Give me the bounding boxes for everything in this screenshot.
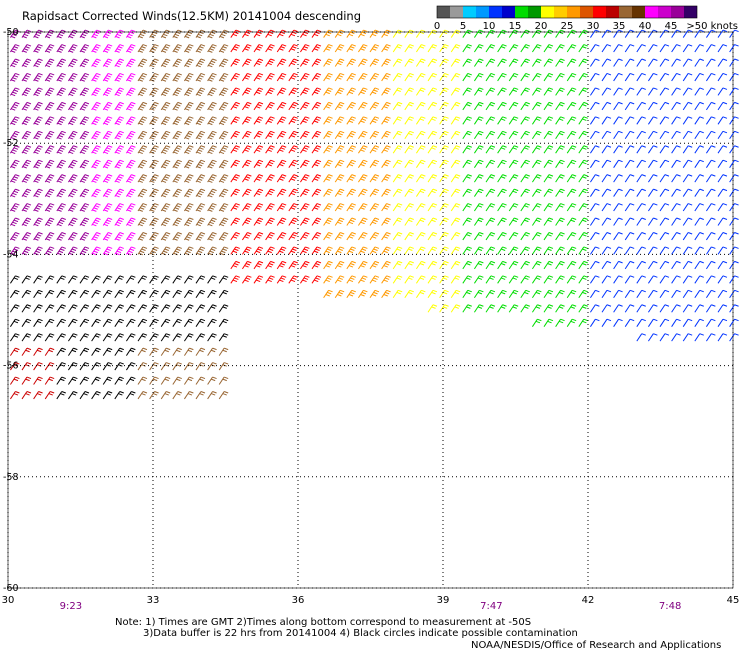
legend-swatch bbox=[528, 6, 541, 18]
legend-swatch bbox=[450, 6, 463, 18]
note-line-2: 3)Data buffer is 22 hrs from 20141004 4)… bbox=[143, 628, 578, 639]
legend-swatch bbox=[489, 6, 502, 18]
legend-swatch bbox=[580, 6, 593, 18]
note-line-3: NOAA/NESDIS/Office of Research and Appli… bbox=[471, 640, 721, 650]
note-line-1: Note: 1) Times are GMT 2)Times along bot… bbox=[115, 617, 531, 628]
y-tick-label: -60 bbox=[3, 583, 19, 594]
footnotes: Note: 1) Times are GMT 2)Times along bot… bbox=[115, 617, 721, 650]
legend-swatch bbox=[502, 6, 515, 18]
legend-label: 10 bbox=[483, 21, 496, 32]
legend-swatch bbox=[541, 6, 554, 18]
x-tick-label: 39 bbox=[437, 595, 450, 606]
legend-swatch bbox=[476, 6, 489, 18]
y-tick-label: -52 bbox=[3, 138, 19, 149]
legend-label: 5 bbox=[460, 21, 466, 32]
pass-time-label: 7:48 bbox=[659, 601, 681, 612]
legend-swatch bbox=[671, 6, 684, 18]
y-tick-label: -50 bbox=[3, 27, 19, 38]
x-tick-label: 45 bbox=[727, 595, 740, 606]
legend-label: 20 bbox=[535, 21, 548, 32]
legend-swatch bbox=[567, 6, 580, 18]
legend-swatch bbox=[632, 6, 645, 18]
legend-swatch bbox=[658, 6, 671, 18]
legend-swatch bbox=[437, 6, 450, 18]
x-tick-label: 42 bbox=[582, 595, 595, 606]
legend-swatch bbox=[515, 6, 528, 18]
legend-swatch bbox=[606, 6, 619, 18]
x-tick-label: 30 bbox=[2, 595, 15, 606]
y-tick-label: -54 bbox=[3, 249, 19, 260]
x-tick-label: 36 bbox=[292, 595, 305, 606]
pass-time-label: 7:47 bbox=[480, 601, 502, 612]
y-tick-label: -58 bbox=[3, 472, 19, 483]
legend-swatch bbox=[593, 6, 606, 18]
y-tick-label: -56 bbox=[3, 361, 19, 372]
chart-title: Rapidsact Corrected Winds(12.5KM) 201410… bbox=[22, 9, 361, 23]
legend-label: 40 bbox=[639, 21, 652, 32]
pass-time-label: 9:23 bbox=[60, 601, 82, 612]
legend-swatch bbox=[619, 6, 632, 18]
legend-swatch bbox=[463, 6, 476, 18]
x-tick-label: 33 bbox=[147, 595, 160, 606]
legend-swatch bbox=[645, 6, 658, 18]
legend-swatch bbox=[554, 6, 567, 18]
legend-swatch bbox=[684, 6, 697, 18]
